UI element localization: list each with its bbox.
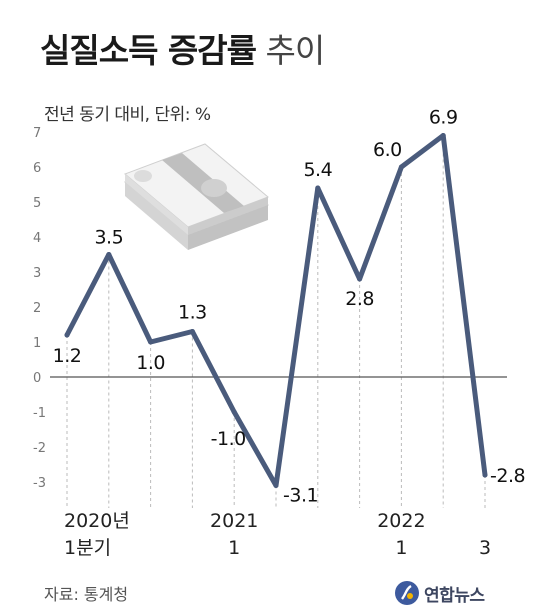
- data-point: [398, 164, 404, 170]
- y-tick-label: 5: [33, 196, 41, 211]
- data-label: 1.3: [178, 302, 207, 324]
- data-point: [273, 483, 279, 488]
- data-point: [106, 252, 112, 257]
- x-guides: [66, 135, 486, 508]
- data-label: 1.0: [136, 352, 165, 374]
- chart-subtitle: 전년 동기 대비, 단위: %: [44, 105, 211, 125]
- money-stack-icon: [124, 143, 269, 250]
- x-tick-label: 3: [479, 537, 491, 559]
- logo-text: 연합뉴스: [424, 585, 485, 606]
- x-tick-label: 1: [228, 537, 240, 559]
- data-label: 6.0: [373, 139, 402, 161]
- y-tick-label: -1: [33, 406, 46, 421]
- data-label: -3.1: [283, 485, 318, 507]
- data-labels: 1.2 3.5 1.0 1.3 -1.0 -3.1 5.4 2.8 6.0 6.9 -2.8: [53, 107, 526, 507]
- data-point: [440, 133, 446, 138]
- title-main: 실질소득 증감률: [40, 31, 257, 70]
- y-tick-label: 2: [33, 301, 41, 316]
- data-label: 2.8: [345, 288, 374, 310]
- data-label: 3.5: [94, 227, 123, 249]
- x-tick-label: 1: [395, 537, 407, 559]
- data-point: [189, 329, 195, 334]
- y-axis: 7 6 5 4 3 2 1 0 -1 -2 -3: [33, 126, 46, 491]
- data-label: 5.4: [303, 159, 332, 181]
- data-point: [357, 276, 363, 282]
- source-note: 자료: 통계청: [44, 585, 129, 604]
- y-tick-label: 3: [33, 266, 41, 281]
- chart-title: 실질소득 증감률 추이: [40, 31, 326, 70]
- y-tick-label: 4: [33, 231, 41, 246]
- x-tick-label: 1분기: [64, 537, 111, 559]
- y-tick-label: 0: [33, 371, 41, 386]
- data-point: [64, 332, 70, 338]
- x-axis-labels: 2020년 1분기 2021 1 2022 1 3: [64, 510, 491, 559]
- y-tick-label: 6: [33, 161, 41, 176]
- y-tick-label: -3: [33, 476, 46, 491]
- title-suffix: 추이: [265, 31, 326, 70]
- x-tick-label: 2022: [377, 510, 425, 532]
- yonhap-logo-icon: [395, 581, 419, 605]
- data-label: -2.8: [490, 465, 525, 487]
- x-tick-label: 2020년: [64, 510, 130, 532]
- data-label: 1.2: [53, 345, 82, 367]
- y-tick-label: 1: [33, 336, 41, 351]
- data-label: 6.9: [429, 107, 458, 129]
- x-tick-label: 2021: [210, 510, 258, 532]
- data-point: [231, 409, 237, 415]
- yonhap-logo: 연합뉴스: [394, 578, 485, 608]
- y-tick-label: 7: [33, 126, 41, 141]
- y-tick-label: -2: [33, 441, 46, 456]
- data-label: -1.0: [211, 428, 246, 450]
- data-point: [315, 185, 321, 191]
- data-points: [64, 133, 488, 488]
- data-point: [482, 472, 488, 478]
- data-point: [148, 339, 154, 345]
